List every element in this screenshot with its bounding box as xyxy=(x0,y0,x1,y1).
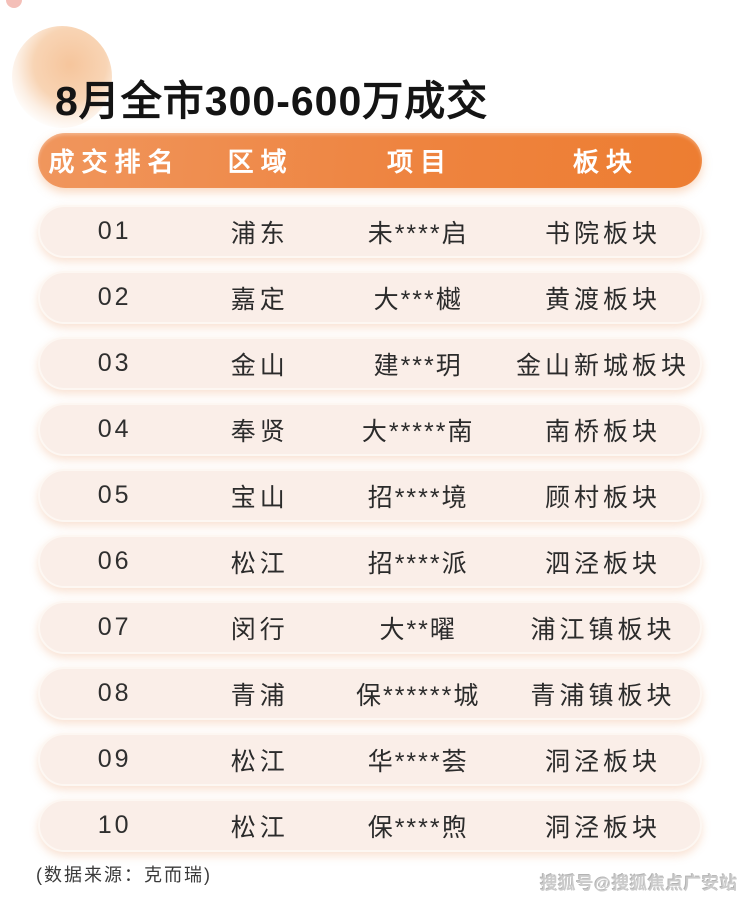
rank-cell: 02 xyxy=(97,283,132,311)
region-cell: 青浦 xyxy=(230,681,289,710)
table-row: 05 宝山 招****境 顾村板块 xyxy=(38,469,702,522)
region-cell: 金山 xyxy=(230,351,289,380)
column-header-project: 项目 xyxy=(386,147,453,177)
region-cell: 嘉定 xyxy=(230,285,289,314)
table-row: 04 奉贤 大*****南 南桥板块 xyxy=(38,403,702,456)
rank-cell: 05 xyxy=(97,481,132,509)
rank-cell: 03 xyxy=(97,349,132,377)
project-cell: 保****煦 xyxy=(367,813,469,842)
project-cell: 招****派 xyxy=(367,549,469,578)
project-cell: 保******城 xyxy=(355,681,481,710)
rank-cell: 01 xyxy=(97,217,132,245)
rank-cell: 07 xyxy=(97,613,132,641)
plate-cell: 金山新城板块 xyxy=(515,351,690,380)
rank-cell: 09 xyxy=(97,745,132,773)
rank-cell: 06 xyxy=(97,547,132,575)
region-cell: 宝山 xyxy=(230,483,289,512)
plate-cell: 顾村板块 xyxy=(544,483,661,512)
column-header-rank: 成交排名 xyxy=(48,147,181,177)
plate-cell: 洞泾板块 xyxy=(544,747,661,776)
region-cell: 松江 xyxy=(230,747,289,776)
sohu-watermark: 搜狐号@搜狐焦点广安站 xyxy=(540,874,738,893)
rank-cell: 04 xyxy=(97,415,132,443)
project-cell: 华****荟 xyxy=(367,747,469,776)
project-cell: 大***樾 xyxy=(373,285,463,314)
plate-cell: 洞泾板块 xyxy=(544,813,661,842)
rank-cell: 10 xyxy=(97,811,132,839)
title-background-blob xyxy=(12,26,112,128)
rank-cell: 08 xyxy=(97,679,132,707)
table-rows: 01 浦东 未****启 书院板块 02 嘉定 大***樾 黄渡板块 03 金山 建***玥 金山新城… xyxy=(38,205,702,852)
region-cell: 松江 xyxy=(230,549,289,578)
plate-cell: 青浦镇板块 xyxy=(530,681,676,710)
region-cell: 松江 xyxy=(230,813,289,842)
project-cell: 招****境 xyxy=(367,483,469,512)
plate-cell: 黄渡板块 xyxy=(544,285,661,314)
table-row: 09 松江 华****荟 洞泾板块 xyxy=(38,733,702,786)
page-title: 8月全市300-600万成交 xyxy=(55,78,489,125)
project-cell: 未****启 xyxy=(367,219,469,248)
column-header-plate: 板块 xyxy=(572,147,639,177)
corner-decoration xyxy=(6,0,22,8)
column-header-region: 区域 xyxy=(227,147,294,177)
transactions-table: 成交排名 区域 项目 板块 01 浦东 未****启 书院板块 02 嘉定 大***樾 黄渡板… xyxy=(38,133,702,852)
table-row: 08 青浦 保******城 青浦镇板块 xyxy=(38,667,702,720)
table-row: 03 金山 建***玥 金山新城板块 xyxy=(38,337,702,390)
project-cell: 大*****南 xyxy=(361,417,475,446)
region-cell: 浦东 xyxy=(230,219,289,248)
region-cell: 奉贤 xyxy=(230,417,289,446)
plate-cell: 浦江镇板块 xyxy=(530,615,676,644)
plate-cell: 书院板块 xyxy=(544,219,661,248)
table-row: 10 松江 保****煦 洞泾板块 xyxy=(38,799,702,852)
table-row: 01 浦东 未****启 书院板块 xyxy=(38,205,702,258)
table-row: 06 松江 招****派 泗泾板块 xyxy=(38,535,702,588)
table-row: 02 嘉定 大***樾 黄渡板块 xyxy=(38,271,702,324)
table-row: 07 闵行 大**曜 浦江镇板块 xyxy=(38,601,702,654)
region-cell: 闵行 xyxy=(230,615,289,644)
plate-cell: 南桥板块 xyxy=(544,417,661,446)
project-cell: 建***玥 xyxy=(373,351,463,380)
table-header-row: 成交排名 区域 项目 板块 xyxy=(38,133,702,188)
data-source-note: (数据来源：克而瑞) xyxy=(36,865,212,885)
plate-cell: 泗泾板块 xyxy=(544,549,661,578)
project-cell: 大**曜 xyxy=(379,615,457,644)
